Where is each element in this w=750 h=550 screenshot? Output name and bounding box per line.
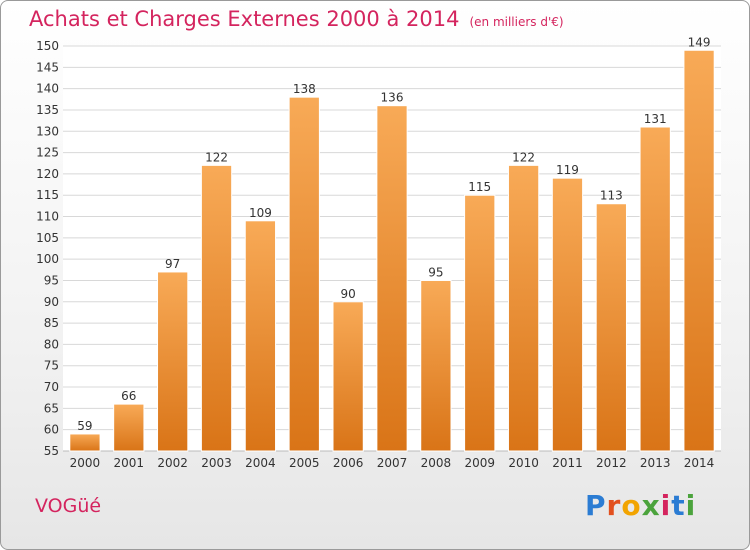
x-tick-label: 2001 (114, 456, 145, 470)
bar (464, 194, 496, 452)
y-tick-label: 105 (36, 231, 59, 245)
bar (200, 164, 233, 452)
y-tick-label: 85 (44, 316, 59, 330)
x-tick-label: 2004 (245, 456, 276, 470)
logo-letter: r (606, 489, 622, 522)
logo-letter: o (621, 489, 642, 522)
bar-value-label: 95 (428, 265, 443, 279)
bar (376, 105, 408, 452)
chart-unit: (en milliers d'€) (469, 15, 564, 29)
x-tick-label: 2003 (201, 456, 232, 470)
bar-value-label: 136 (381, 91, 404, 105)
y-tick-label: 145 (36, 60, 59, 74)
y-tick-label: 110 (36, 210, 59, 224)
x-tick-label: 2011 (552, 456, 583, 470)
y-tick-label: 140 (36, 82, 59, 96)
bar-value-label: 122 (512, 150, 535, 164)
proxiti-logo: Proxiti (585, 489, 696, 522)
x-tick-label: 2008 (421, 456, 452, 470)
y-tick-label: 125 (36, 146, 59, 160)
y-tick-label: 70 (44, 380, 59, 394)
bar (639, 126, 671, 452)
bar-value-label: 90 (340, 287, 355, 301)
chart-title: Achats et Charges Externes 2000 à 2014 (e… (29, 7, 564, 31)
bar-value-label: 138 (293, 82, 316, 96)
bar (288, 96, 320, 452)
y-tick-label: 95 (44, 273, 59, 287)
bars: 59 66 97 122 109 138 90 136 95 115 122 119 113 131 149 (69, 35, 715, 452)
x-tick-label: 2007 (377, 456, 408, 470)
logo-letter: P (585, 489, 607, 522)
bar-value-label: 66 (121, 389, 136, 403)
x-axis: 2000 2001 2002 2003 2004 2005 2006 2007 2008 2009… (70, 456, 715, 470)
y-tick-label: 80 (44, 337, 59, 351)
y-tick-label: 65 (44, 401, 59, 415)
bar (113, 403, 145, 452)
y-tick-label: 135 (36, 103, 59, 117)
bar (69, 433, 101, 452)
y-tick-label: 60 (44, 423, 59, 437)
x-tick-label: 2002 (157, 456, 188, 470)
y-tick-label: 150 (36, 39, 59, 53)
logo-letter: x (641, 489, 661, 522)
logo-letter: i (660, 489, 672, 522)
y-tick-label: 75 (44, 359, 59, 373)
y-tick-label: 100 (36, 252, 59, 266)
x-tick-label: 2005 (289, 456, 320, 470)
bar-value-label: 149 (688, 35, 711, 49)
y-tick-label: 120 (36, 167, 59, 181)
bar-value-label: 109 (249, 206, 272, 220)
x-tick-label: 2014 (684, 456, 715, 470)
bar-value-label: 131 (644, 112, 667, 126)
logo-letter: i (685, 489, 697, 522)
logo-letter: t (671, 489, 686, 522)
y-tick-label: 55 (44, 444, 59, 458)
y-axis: 55 60 65 70 75 80 85 90 95 100 105 110 115 120 125 130 1… (36, 39, 59, 458)
bar (157, 271, 189, 452)
bar (332, 301, 364, 452)
bar-value-label: 97 (165, 257, 180, 271)
bar-value-label: 59 (77, 419, 92, 433)
bar-value-label: 113 (600, 189, 623, 203)
bar (244, 220, 277, 452)
y-tick-label: 115 (36, 188, 59, 202)
x-tick-label: 2013 (640, 456, 671, 470)
bar (507, 164, 540, 452)
chart-title-text: Achats et Charges Externes 2000 à 2014 (29, 7, 460, 31)
commune-name: VOGüé (35, 495, 102, 517)
x-tick-label: 2012 (596, 456, 627, 470)
bar-value-label: 122 (205, 150, 228, 164)
bar (551, 177, 584, 452)
x-tick-label: 2006 (333, 456, 364, 470)
x-tick-label: 2000 (70, 456, 101, 470)
bar (420, 279, 452, 452)
bar (595, 203, 627, 452)
y-tick-label: 130 (36, 124, 59, 138)
x-tick-label: 2010 (508, 456, 539, 470)
y-tick-label: 90 (44, 295, 59, 309)
bar (683, 49, 715, 452)
bar-value-label: 115 (468, 180, 491, 194)
bar-value-label: 119 (556, 163, 579, 177)
x-tick-label: 2009 (464, 456, 495, 470)
